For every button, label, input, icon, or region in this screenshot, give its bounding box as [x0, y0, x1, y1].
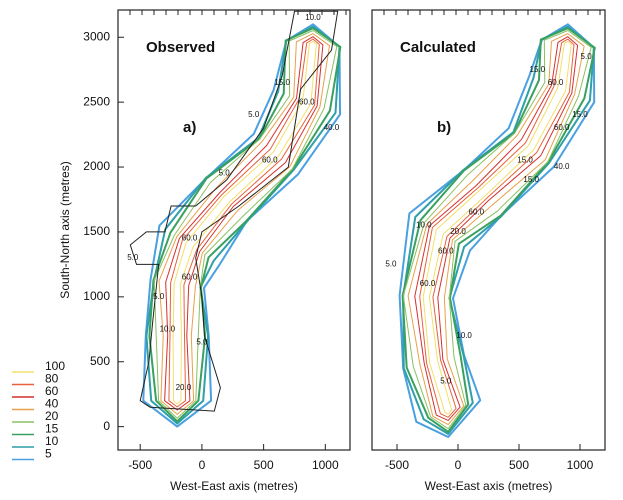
legend-label: 20: [45, 409, 59, 423]
contour-label: 5.0: [153, 292, 165, 301]
x-tick-label: 0: [199, 458, 206, 472]
contour-label: 5.0: [581, 52, 593, 61]
y-tick-label: 0: [103, 419, 110, 433]
contour-label: 5.0: [248, 110, 260, 119]
contour-label: 15.0: [517, 156, 533, 165]
y-tick-label: 3000: [83, 29, 110, 43]
contour-line: [398, 23, 596, 438]
axes-frame: [371, 9, 606, 451]
y-axis-label: South-North axis (metres): [58, 161, 72, 298]
y-tick-label: 1500: [83, 224, 110, 238]
contour-line: [164, 36, 324, 411]
contour-line: [407, 33, 585, 426]
contour-label: 5.0: [440, 376, 452, 385]
contour-label: 60.0: [182, 272, 198, 281]
contour-label: 5.0: [219, 169, 231, 178]
x-axis-label: West-East axis (metres): [425, 479, 553, 493]
x-tick-label: 500: [509, 458, 529, 472]
x-axis-label: West-East axis (metres): [170, 479, 298, 493]
contour-label: 40.0: [324, 123, 340, 132]
contour-label: 10.0: [416, 221, 432, 230]
contour-label: 60.0: [299, 97, 315, 106]
x-tick-label: 1000: [312, 458, 339, 472]
contour-label: 60.0: [182, 234, 198, 243]
contour-label: 20.0: [176, 383, 192, 392]
contour-label: 15.0: [274, 78, 290, 87]
contour-label: 60.0: [438, 247, 454, 256]
contour-label: 15.0: [572, 110, 588, 119]
contour-label: 60.0: [420, 279, 436, 288]
contour-line: [402, 30, 592, 430]
contour-label: 5.0: [127, 253, 139, 262]
contour-label: 60.0: [262, 156, 278, 165]
contour-label: 60.0: [554, 123, 570, 132]
contour-label: 20.0: [450, 227, 466, 236]
contour-line: [422, 40, 572, 415]
panel-title: Observed: [146, 39, 215, 56]
legend-label: 40: [45, 397, 59, 411]
contour-line: [172, 40, 317, 405]
axes-frame: [117, 9, 351, 451]
x-tick-label: 0: [455, 458, 462, 472]
contour-line: [414, 36, 579, 421]
contour-label: 10.0: [456, 331, 472, 340]
panel-label: b): [437, 119, 451, 136]
x-tick-label: -500: [385, 458, 409, 472]
contour-line: [401, 27, 596, 433]
contour-label: 5.0: [385, 260, 397, 269]
contour-line: [168, 38, 320, 408]
legend-label: 10: [45, 434, 59, 448]
domain-outline: [129, 10, 339, 412]
contour-line: [419, 38, 575, 418]
contour-label: 60.0: [548, 78, 564, 87]
x-tick-label: -500: [128, 458, 152, 472]
legend-label: 15: [45, 422, 59, 436]
contour-label: 10.0: [160, 324, 176, 333]
y-tick-label: 2000: [83, 159, 110, 173]
contour-label: 5.0: [196, 337, 208, 346]
y-tick-label: 1000: [83, 289, 110, 303]
contour-line: [148, 27, 342, 423]
panel-title: Calculated: [400, 39, 476, 56]
y-tick-label: 2500: [83, 94, 110, 108]
contour-line: [142, 23, 341, 428]
legend-label: 100: [45, 359, 65, 373]
contour-line: [158, 33, 330, 415]
x-tick-label: 500: [254, 458, 274, 472]
legend-label: 5: [45, 447, 52, 461]
x-tick-label: 1000: [567, 458, 594, 472]
legend-label: 80: [45, 372, 59, 386]
contour-label: 40.0: [554, 162, 570, 171]
legend-label: 60: [45, 384, 59, 398]
contour-label: 15.0: [530, 65, 546, 74]
contour-label: 15.0: [523, 175, 539, 184]
panel-label: a): [183, 119, 196, 136]
contour-label: 10.0: [305, 13, 321, 22]
y-tick-label: 500: [90, 354, 110, 368]
contour-label: 60.0: [469, 208, 485, 217]
